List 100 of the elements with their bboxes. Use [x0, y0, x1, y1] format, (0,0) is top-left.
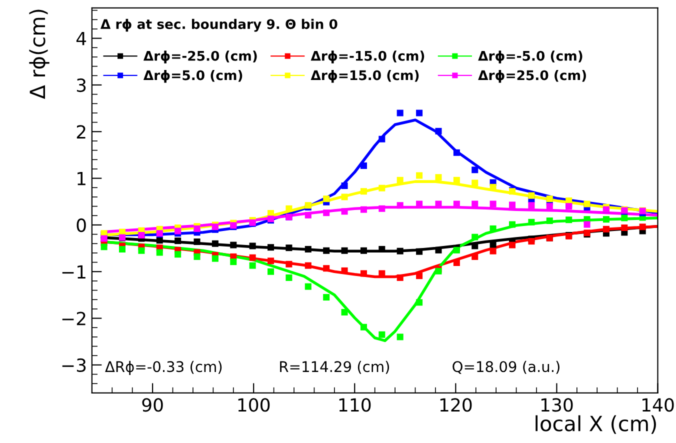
point [639, 224, 646, 230]
annotation: ΔRϕ=-0.33 (cm) [105, 360, 222, 375]
y-tick-label: 1 [78, 172, 86, 186]
point [453, 149, 460, 156]
point [435, 246, 442, 254]
point [212, 240, 218, 247]
point [396, 248, 404, 254]
point [453, 259, 460, 266]
point [566, 216, 572, 224]
point [378, 136, 386, 142]
x-axis-title: local X (cm) [536, 415, 656, 434]
point [194, 253, 200, 260]
point [360, 206, 367, 213]
point [341, 267, 348, 274]
x-tick-label: 140 [642, 398, 674, 412]
point [268, 268, 274, 275]
point [100, 244, 108, 250]
point [396, 334, 404, 340]
legend-label: Δrϕ=15.0 (cm) [310, 70, 419, 83]
point [360, 247, 367, 254]
legend-label: Δrϕ=25.0 (cm) [478, 70, 586, 83]
point [472, 253, 478, 260]
point [602, 216, 610, 223]
point [528, 192, 535, 199]
y-tick-label: −3 [62, 358, 86, 372]
point [472, 234, 478, 240]
point [490, 200, 496, 208]
point [621, 214, 628, 222]
point [286, 244, 292, 252]
point [378, 184, 386, 192]
point [174, 228, 182, 234]
point [528, 238, 535, 245]
point [490, 225, 496, 232]
point [396, 274, 404, 281]
point [508, 202, 516, 208]
x-tick-label: 130 [541, 398, 573, 412]
point [396, 202, 404, 209]
point [249, 262, 256, 269]
point [378, 331, 386, 338]
point [341, 308, 348, 316]
point [230, 258, 237, 266]
point [286, 205, 292, 212]
point [230, 242, 237, 248]
point [621, 224, 628, 232]
point [323, 294, 330, 301]
point [286, 260, 292, 268]
point [304, 283, 312, 290]
point [378, 205, 386, 212]
point [156, 249, 163, 256]
point [546, 218, 553, 224]
y-tick-label: 0 [76, 218, 86, 232]
point [360, 188, 367, 195]
point [472, 166, 478, 174]
legend-label: Δrϕ=-15.0 (cm) [310, 50, 424, 64]
y-tick-label: 4 [76, 32, 86, 46]
point [174, 251, 182, 258]
point [341, 247, 348, 254]
point [174, 238, 182, 244]
point [156, 237, 163, 244]
y-tick-label: 3 [76, 78, 86, 92]
point [323, 210, 330, 216]
legend-label: Δrϕ=-5.0 (cm) [478, 50, 582, 64]
point [360, 162, 367, 169]
point [435, 174, 442, 181]
point [416, 272, 423, 280]
point [194, 238, 200, 246]
y-axis-title: Δ rϕ(cm) [29, 10, 50, 99]
point [472, 180, 478, 186]
point [508, 242, 516, 248]
point [490, 248, 496, 254]
legend-label: Δrϕ=5.0 (cm) [143, 70, 242, 83]
point [249, 242, 256, 250]
point [528, 218, 535, 226]
point [118, 246, 126, 252]
x-tick-label: 100 [238, 398, 270, 412]
point [249, 254, 256, 261]
point [304, 246, 312, 252]
text: Δ rϕ at sec. boundary 9. Θ bin 0 [100, 18, 338, 32]
point [323, 247, 330, 254]
point [341, 194, 348, 200]
point [584, 221, 590, 228]
annotation: Q=18.09 (a.u.) [452, 360, 560, 374]
point [286, 274, 292, 281]
point [304, 262, 312, 269]
y-tick-label: −2 [62, 312, 86, 326]
point [396, 110, 404, 116]
y-tick-label: −1 [62, 265, 86, 278]
x-tick-label: 120 [440, 398, 472, 412]
point [268, 244, 274, 251]
point [360, 324, 367, 330]
point [268, 258, 274, 264]
point [416, 248, 423, 255]
point [416, 110, 423, 116]
point [490, 184, 496, 190]
x-tick-label: 90 [142, 398, 163, 412]
point [212, 255, 218, 262]
legend-label: Δrϕ=-25.0 (cm) [143, 50, 257, 64]
point [435, 128, 442, 134]
point [472, 200, 478, 208]
point [360, 270, 367, 277]
